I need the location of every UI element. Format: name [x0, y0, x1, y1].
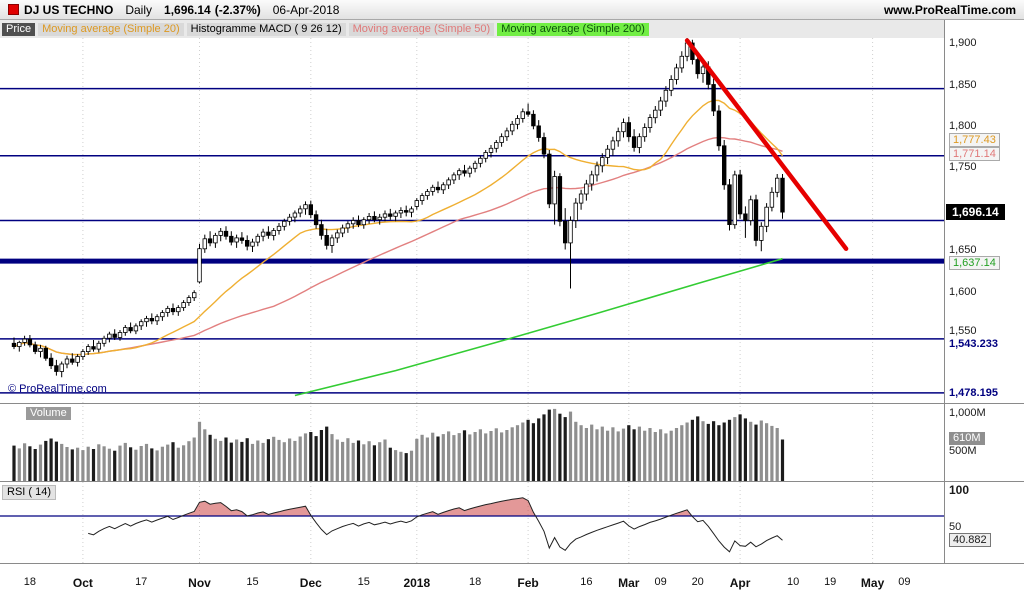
ma-value-chip: 1,637.14: [949, 256, 1000, 270]
pane-separator: [0, 481, 1024, 482]
time-axis[interactable]: 18 Oct 17 Nov 15 Dec 15 2018 18 Feb 16 Mar 09 20 Apr 10…: [0, 563, 1024, 600]
copyright: © ProRealTime.com: [8, 383, 107, 395]
ma-value-chip: 1,771.14: [949, 146, 1000, 161]
horizontal-levels[interactable]: [0, 87, 944, 394]
time-axis-label: 19: [824, 576, 837, 588]
time-axis-label: 16: [580, 576, 593, 588]
change-percent-text: (-2.37%): [214, 2, 261, 17]
ma50-line: [13, 136, 783, 356]
volume-tick-label: 1,000M: [949, 407, 986, 419]
month-gridlines: [82, 38, 874, 563]
legend-ma20[interactable]: Moving average (Simple 20): [38, 22, 184, 36]
time-axis-label: Feb: [517, 576, 539, 590]
price-tick-label: 1,800: [949, 119, 977, 132]
price-tick-label: 1,850: [949, 78, 977, 91]
last-price-badge: 1,696.14: [946, 204, 1005, 221]
level-value-label: 1,543.233: [949, 337, 998, 350]
legend-macd[interactable]: Histogramme MACD ( 9 26 12): [186, 22, 346, 36]
rsi-tick-label: 100: [949, 483, 970, 497]
time-axis-label: 18: [468, 576, 482, 588]
time-axis-label: 15: [246, 576, 259, 588]
price-tick-label: 1,750: [949, 161, 977, 174]
instrument-icon: [8, 4, 19, 15]
rsi-tick-label: 50: [949, 521, 962, 534]
time-axis-label: 09: [654, 576, 667, 588]
time-axis-label: 09: [898, 576, 911, 588]
volume-tick-label: 500M: [949, 445, 977, 457]
time-axis-label: Dec: [299, 576, 322, 590]
time-axis-label: Mar: [618, 576, 640, 590]
time-axis-label: May: [860, 576, 885, 590]
ma-value-chip: 1,777.43: [949, 132, 1000, 147]
price-axis[interactable]: 1,900 1,850 1,800 1,750 1,650 1,600 1,550 1,543…: [944, 20, 1024, 563]
timeframe-label: Daily: [125, 2, 153, 17]
volume-value-chip: 610M: [949, 431, 985, 445]
rsi-overbought-fill: [181, 497, 692, 516]
time-axis-label: 18: [23, 576, 37, 588]
legend-price[interactable]: Price: [2, 22, 36, 36]
time-axis-label: 2018: [403, 576, 431, 590]
pane-separator: [0, 403, 1024, 404]
site-link[interactable]: www.ProRealTime.com: [883, 2, 1016, 17]
ma20-line: [13, 99, 784, 356]
time-axis-label: Nov: [188, 576, 211, 590]
chart-canvas[interactable]: [0, 38, 944, 565]
time-axis-label: 10: [786, 576, 800, 588]
last-price-text: 1,696.14: [164, 2, 211, 17]
rsi-line[interactable]: [88, 497, 783, 553]
date-label: 06-Apr-2018: [272, 2, 340, 17]
time-axis-label: Apr: [729, 576, 751, 590]
volume-indicator-chip[interactable]: Volume: [26, 407, 71, 420]
price-tick-label: 1,550: [949, 325, 977, 338]
legend-ma200[interactable]: Moving average (Simple 200): [497, 22, 649, 36]
price-tick-label: 1,600: [949, 285, 977, 298]
price-tick-label: 1,650: [949, 244, 977, 257]
time-axis-label: 15: [357, 576, 370, 588]
ma200-line: [294, 257, 783, 397]
level-value-label: 1,478.195: [949, 386, 998, 399]
legend-ma50[interactable]: Moving average (Simple 50): [348, 22, 495, 36]
trendline[interactable]: [684, 38, 849, 251]
instrument-name: DJ US TECHNO: [24, 2, 114, 17]
price-tick-label: 1,900: [949, 37, 977, 49]
indicator-legend: Price Moving average (Simple 20) Histogr…: [0, 20, 944, 38]
time-axis-label: 20: [691, 576, 704, 588]
title-bar: DJ US TECHNO Daily 1,696.14 (-2.37%) 06-…: [0, 0, 1024, 20]
rsi-value-chip: 40.882: [949, 533, 991, 548]
time-axis-label: 17: [135, 576, 148, 588]
rsi-indicator-chip[interactable]: RSI ( 14): [2, 485, 57, 500]
candlestick-series[interactable]: [11, 38, 785, 378]
volume-bars[interactable]: [12, 408, 785, 481]
time-axis-label: Oct: [72, 576, 93, 590]
